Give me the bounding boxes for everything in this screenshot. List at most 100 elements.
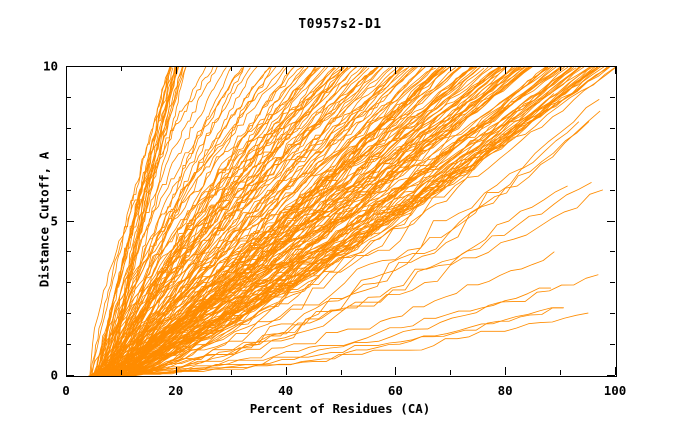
- model-curve: [99, 67, 321, 376]
- x-tick-bottom: [615, 367, 616, 375]
- model-curve: [96, 67, 530, 376]
- model-curve: [120, 121, 579, 375]
- model-curve: [118, 67, 472, 376]
- model-curve: [103, 67, 271, 376]
- model-curve: [89, 67, 616, 376]
- model-curve: [94, 182, 592, 376]
- model-curve: [118, 67, 405, 376]
- model-curve: [104, 67, 251, 376]
- y-tick-left: [66, 282, 71, 284]
- x-tick-top: [395, 66, 397, 74]
- model-curve: [90, 67, 577, 376]
- model-curve: [112, 67, 358, 376]
- page-title: T0957s2-D1: [298, 17, 382, 32]
- model-curve: [118, 67, 507, 376]
- y-tick-left: [66, 344, 71, 346]
- model-curve: [104, 67, 526, 376]
- model-curve: [107, 67, 405, 376]
- x-tick-top: [340, 66, 342, 71]
- model-curve: [91, 67, 500, 376]
- model-curve: [109, 67, 227, 376]
- y-tick-left: [66, 96, 71, 98]
- y-tick-left: [66, 127, 71, 129]
- x-axis-label: Percent of Residues (CA): [249, 401, 431, 416]
- model-curve: [92, 67, 172, 376]
- model-curve: [111, 67, 309, 376]
- model-curve: [111, 274, 599, 376]
- model-curve: [105, 67, 186, 376]
- y-tick-right: [610, 189, 615, 191]
- model-curve: [98, 67, 344, 376]
- model-curve: [104, 67, 598, 376]
- model-curve: [89, 99, 600, 376]
- x-tick-top: [175, 66, 177, 74]
- model-curve: [89, 67, 473, 376]
- model-curve: [99, 67, 177, 376]
- model-curve: [94, 67, 390, 376]
- model-curve: [128, 67, 474, 376]
- y-tick-left: [66, 220, 74, 222]
- y-tick-label: 0: [50, 367, 58, 383]
- model-curve: [132, 67, 595, 376]
- y-tick-right: [607, 220, 615, 222]
- model-curve: [131, 67, 365, 376]
- y-tick-left: [66, 251, 71, 253]
- x-tick-bottom: [505, 367, 507, 375]
- y-tick-right: [607, 375, 615, 376]
- plot-area: [66, 66, 617, 377]
- curve-series-group: [88, 67, 616, 376]
- model-curve: [119, 251, 555, 374]
- model-curve: [94, 67, 403, 376]
- y-tick-right: [610, 251, 615, 253]
- model-curve: [134, 67, 245, 376]
- x-tick-top: [120, 66, 122, 71]
- model-curve: [126, 307, 565, 376]
- model-curve: [110, 67, 500, 376]
- model-curve: [103, 67, 378, 376]
- x-tick-bottom: [120, 370, 122, 375]
- model-curve: [112, 312, 589, 375]
- y-tick-right: [610, 96, 615, 98]
- y-tick-left: [66, 189, 71, 191]
- model-curve: [99, 67, 288, 376]
- model-curve: [98, 67, 444, 376]
- model-curve: [103, 67, 207, 376]
- x-tick-label: 20: [168, 383, 184, 398]
- model-curve: [127, 67, 610, 376]
- model-curve: [104, 67, 335, 376]
- x-tick-bottom: [340, 370, 342, 375]
- x-tick-label: 60: [387, 383, 403, 398]
- x-tick-top: [505, 66, 507, 74]
- y-tick-label: 10: [42, 58, 58, 74]
- x-tick-bottom: [285, 367, 287, 375]
- y-tick-left: [66, 158, 71, 160]
- x-tick-bottom: [230, 370, 232, 375]
- model-curve: [128, 67, 616, 376]
- x-tick-top: [285, 66, 287, 74]
- model-curve: [96, 67, 379, 376]
- model-curve: [89, 67, 214, 376]
- model-curve: [115, 93, 555, 376]
- x-tick-bottom: [175, 367, 177, 375]
- model-curve: [122, 67, 344, 376]
- x-tick-bottom: [395, 367, 397, 375]
- model-curve: [103, 67, 244, 376]
- y-tick-right: [610, 282, 615, 284]
- model-curve: [95, 67, 489, 376]
- model-curve: [93, 67, 480, 376]
- x-tick-label: 40: [278, 383, 294, 398]
- model-curve: [89, 67, 368, 376]
- x-tick-label: 80: [497, 383, 513, 398]
- model-curve: [106, 67, 370, 376]
- model-curve: [101, 67, 523, 376]
- x-tick-top: [560, 66, 562, 71]
- model-curve: [105, 67, 610, 376]
- y-tick-right: [607, 66, 615, 67]
- model-curve: [90, 67, 601, 376]
- y-tick-label: 5: [50, 213, 58, 228]
- model-curve: [90, 67, 172, 376]
- model-curve: [116, 67, 415, 376]
- y-tick-left: [66, 313, 71, 315]
- model-curve: [134, 67, 363, 376]
